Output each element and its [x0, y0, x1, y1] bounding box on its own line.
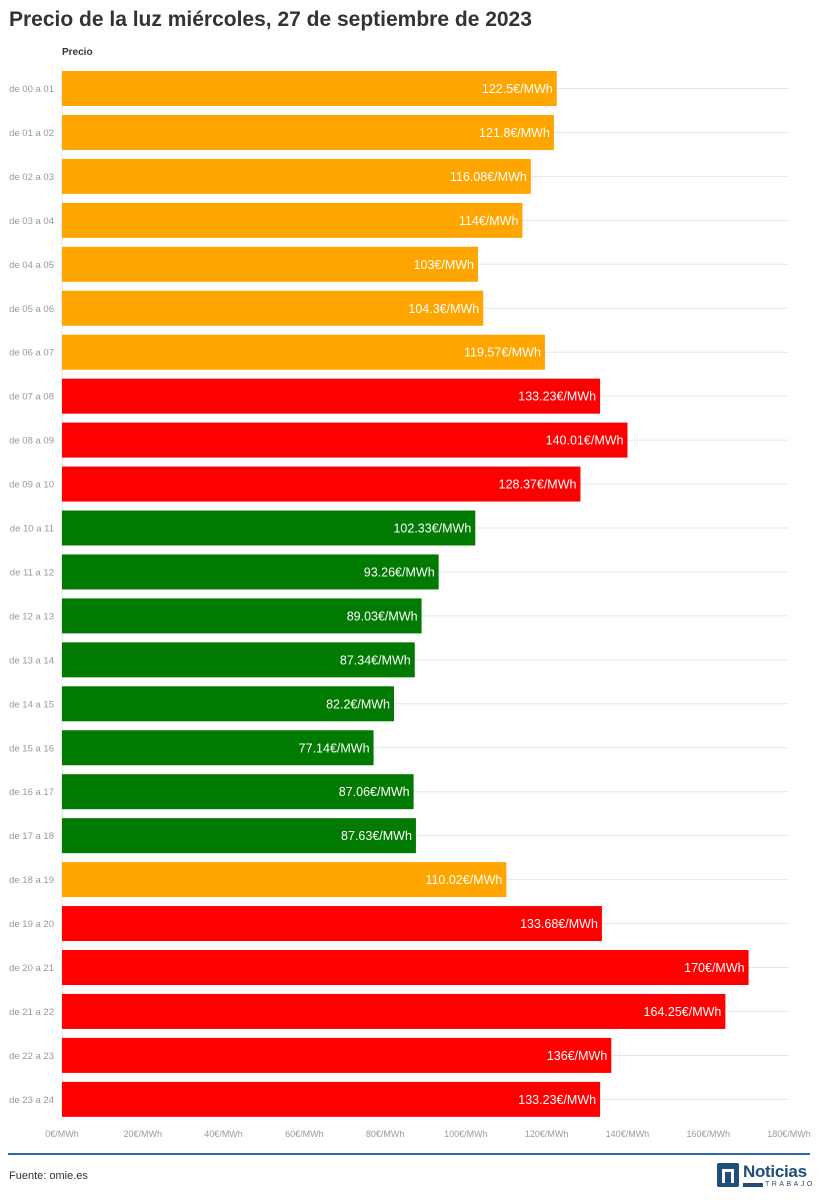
category-label: de 09 a 10 — [9, 480, 54, 491]
bar-chart: de 00 a 01 122.5€/MWh de 01 a 02 121.8€/MWh… — [9, 67, 811, 1139]
data-label: 103€/MWh — [414, 258, 474, 272]
bar — [62, 554, 439, 590]
category-label: de 04 a 05 — [9, 260, 54, 271]
category-label: de 18 a 19 — [9, 875, 54, 886]
bar — [62, 290, 484, 326]
category-label: de 19 a 20 — [9, 919, 54, 930]
data-label: 119.57€/MWh — [464, 346, 541, 360]
data-label: 87.63€/MWh — [341, 829, 412, 843]
category-label: de 11 a 12 — [10, 567, 54, 578]
category-label: de 05 a 06 — [9, 304, 54, 315]
data-label: 82.2€/MWh — [326, 697, 390, 711]
logo-subtitle: TRABAJO — [765, 1181, 815, 1188]
data-label: 77.14€/MWh — [299, 741, 370, 755]
bar — [62, 422, 628, 458]
category-label: de 23 a 24 — [9, 1095, 54, 1106]
data-label: 164.25€/MWh — [644, 1005, 722, 1019]
bar — [62, 598, 422, 634]
category-label: de 03 a 04 — [9, 216, 54, 227]
bar — [62, 510, 476, 546]
x-tick-label: 40€/MWh — [204, 1129, 243, 1139]
data-label: 122.5€/MWh — [482, 82, 553, 96]
chart-title: Precio de la luz miércoles, 27 de septie… — [9, 8, 532, 31]
logo-name: Noticias — [743, 1162, 807, 1181]
bar — [62, 686, 394, 722]
category-label: de 22 a 23 — [9, 1051, 54, 1062]
category-label: de 17 a 18 — [9, 831, 54, 842]
data-label: 136€/MWh — [547, 1049, 607, 1063]
category-label: de 07 a 08 — [9, 392, 54, 403]
data-label: 170€/MWh — [684, 961, 744, 975]
x-tick-label: 20€/MWh — [124, 1129, 163, 1139]
bar — [62, 71, 557, 106]
x-tick-label: 0€/MWh — [45, 1129, 79, 1139]
category-label: de 14 a 15 — [9, 699, 54, 710]
data-label: 133.23€/MWh — [518, 390, 596, 404]
category-label: de 12 a 13 — [9, 611, 54, 622]
category-label: de 20 a 21 — [9, 963, 54, 974]
bar — [62, 818, 416, 854]
data-label: 102.33€/MWh — [393, 522, 471, 536]
data-label: 133.68€/MWh — [520, 917, 598, 931]
data-label: 93.26€/MWh — [364, 565, 435, 579]
data-label: 89.03€/MWh — [347, 609, 418, 623]
x-tick-label: 160€/MWh — [686, 1129, 730, 1139]
bar — [62, 334, 545, 370]
category-label: de 10 a 11 — [10, 524, 54, 535]
data-label: 121.8€/MWh — [479, 126, 550, 140]
bar — [62, 993, 726, 1029]
source-note: Fuente: omie.es — [9, 1170, 88, 1182]
category-label: de 16 a 17 — [9, 787, 54, 798]
bar — [62, 378, 601, 414]
bar — [62, 950, 749, 985]
bar — [62, 246, 479, 282]
category-label: de 21 a 22 — [9, 1007, 54, 1018]
x-tick-label: 140€/MWh — [606, 1129, 650, 1139]
category-label: de 01 a 02 — [9, 128, 54, 139]
x-tick-label: 80€/MWh — [366, 1129, 405, 1139]
data-label: 116.08€/MWh — [450, 170, 527, 184]
bar — [62, 1037, 612, 1073]
bar — [62, 114, 554, 150]
footer-divider — [8, 1153, 810, 1155]
data-label: 87.34€/MWh — [340, 653, 411, 667]
category-label: de 08 a 09 — [9, 436, 54, 447]
data-label: 110.02€/MWh — [425, 873, 502, 887]
bar — [62, 202, 523, 238]
logo-icon — [717, 1163, 739, 1187]
brand-logo: Noticias TRABAJO — [717, 1162, 813, 1190]
category-label: de 15 a 16 — [9, 743, 54, 754]
x-tick-label: 180€/MWh — [767, 1129, 811, 1139]
bar — [62, 158, 531, 194]
bar — [62, 774, 414, 810]
category-label: de 06 a 07 — [9, 348, 54, 359]
x-tick-label: 60€/MWh — [285, 1129, 324, 1139]
bar — [62, 862, 507, 898]
bar — [62, 730, 374, 766]
bar — [62, 642, 415, 678]
category-label: de 00 a 01 — [9, 84, 54, 95]
data-label: 140.01€/MWh — [546, 434, 624, 448]
data-label: 133.23€/MWh — [518, 1093, 596, 1107]
bar — [62, 1081, 601, 1117]
bar — [62, 906, 602, 942]
bar — [62, 466, 581, 502]
x-tick-label: 120€/MWh — [525, 1129, 569, 1139]
series-label: Precio — [62, 47, 93, 58]
logo-underline — [743, 1183, 763, 1187]
data-label: 128.37€/MWh — [499, 478, 577, 492]
category-label: de 13 a 14 — [9, 655, 54, 666]
category-label: de 02 a 03 — [9, 172, 54, 183]
data-label: 87.06€/MWh — [339, 785, 410, 799]
data-label: 114€/MWh — [459, 214, 519, 228]
x-tick-label: 100€/MWh — [444, 1129, 488, 1139]
data-label: 104.3€/MWh — [408, 302, 479, 316]
